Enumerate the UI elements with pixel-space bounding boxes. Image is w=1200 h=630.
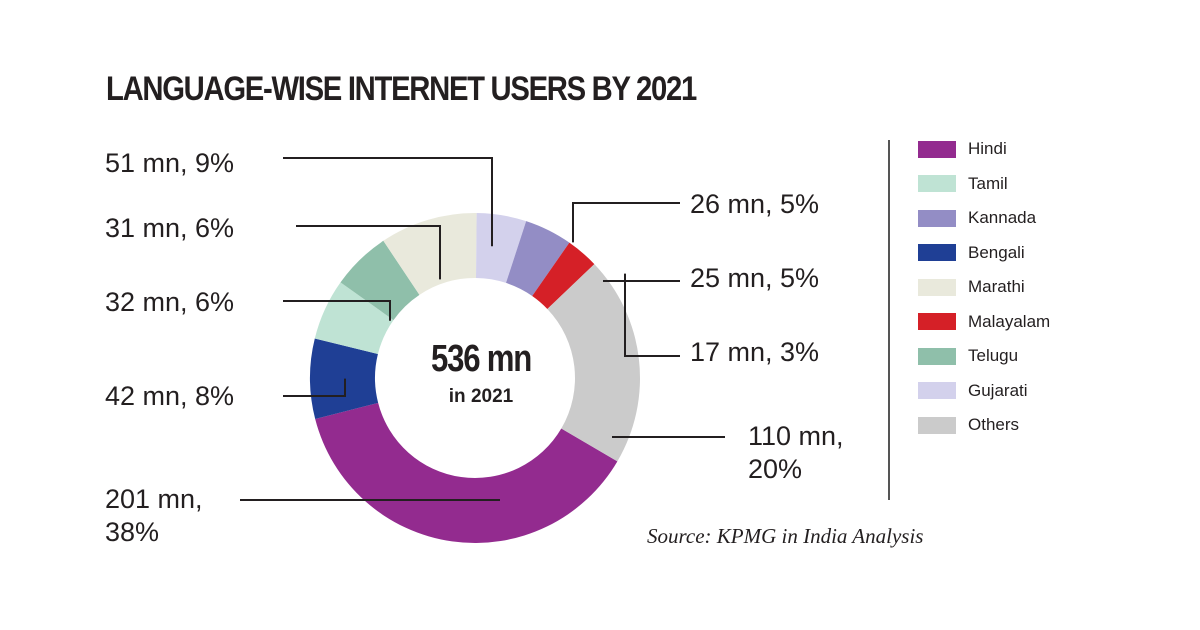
slice-hindi xyxy=(315,402,618,543)
legend-item-kannada: Kannada xyxy=(918,208,1036,228)
data-label-line: 38% xyxy=(105,517,160,547)
legend-item-hindi: Hindi xyxy=(918,139,1007,159)
data-label-line: 51 mn, 9% xyxy=(105,148,235,178)
data-label-line: 32 mn, 6% xyxy=(105,287,235,317)
legend-label: Telugu xyxy=(968,346,1019,365)
legend-label: Malayalam xyxy=(968,311,1051,331)
leader-line-malayalam xyxy=(624,273,680,357)
legend-item-tamil: Tamil xyxy=(918,174,1008,194)
legend-swatch xyxy=(918,175,956,192)
center-caption: in 2021 xyxy=(448,386,514,407)
legend-label: Bengali xyxy=(968,242,1025,262)
data-label-tamil: 32 mn, 6% xyxy=(105,286,234,319)
legend-item-others: Others xyxy=(918,415,1019,435)
data-label-others: 110 mn, 20% xyxy=(748,420,844,486)
slice-others xyxy=(547,264,640,462)
leader-line-marathi xyxy=(283,157,493,247)
legend-item-gujarati: Gujarati xyxy=(918,381,1028,401)
data-label-line: 26 mn, 5% xyxy=(690,189,820,219)
slice-telugu xyxy=(340,240,420,321)
legend-swatch xyxy=(918,382,956,399)
legend-item-bengali: Bengali xyxy=(918,243,1025,263)
source-note: Source: KPMG in India Analysis xyxy=(647,524,924,548)
leader-line-bengali xyxy=(283,378,346,397)
legend-label: Marathi xyxy=(968,277,1025,296)
data-label-marathi: 51 mn, 9% xyxy=(105,147,234,180)
legend-item-telugu: Telugu xyxy=(918,346,1018,366)
slice-kannada xyxy=(506,221,570,296)
legend-swatch xyxy=(918,416,956,434)
legend-swatch xyxy=(918,209,956,227)
data-label-malayalam: 17 mn, 3% xyxy=(690,336,819,369)
legend-label: Gujarati xyxy=(968,380,1028,400)
legend-swatch xyxy=(918,244,956,261)
legend-swatch xyxy=(918,140,956,158)
legend-label: Hindi xyxy=(968,139,1007,158)
data-label-line: 17 mn, 3% xyxy=(690,337,820,367)
data-label-line: 25 mn, 5% xyxy=(690,263,820,293)
legend-swatch xyxy=(918,347,956,365)
chart-title: LANGUAGE-WISE INTERNET USERS BY 2021 xyxy=(106,70,697,108)
legend-swatch xyxy=(918,278,956,296)
data-label-line: 201 mn, xyxy=(105,484,203,514)
data-label-line: 31 mn, 6% xyxy=(105,213,235,243)
data-label-kannada: 25 mn, 5% xyxy=(690,262,819,295)
data-label-bengali: 42 mn, 8% xyxy=(105,380,234,413)
leader-line-tamil xyxy=(283,300,391,321)
slice-malayalam xyxy=(532,242,595,309)
leader-line-telugu xyxy=(296,225,441,280)
slice-gujarati xyxy=(475,213,527,283)
legend-label: Others xyxy=(968,415,1020,434)
data-label-telugu: 31 mn, 6% xyxy=(105,212,234,245)
leader-line-gujarati xyxy=(572,202,680,243)
data-label-line: 110 mn, xyxy=(748,421,844,451)
data-label-line: 42 mn, 8% xyxy=(105,381,235,411)
legend-swatch xyxy=(918,313,956,330)
data-label-line: 20% xyxy=(748,454,803,484)
data-label-gujarati: 26 mn, 5% xyxy=(690,188,819,221)
legend-item-malayalam: Malayalam xyxy=(918,312,1050,332)
data-label-hindi: 201 mn, 38% xyxy=(105,483,203,549)
legend-label: Tamil xyxy=(968,173,1008,193)
slice-marathi xyxy=(383,213,477,295)
legend xyxy=(888,140,890,500)
legend-item-marathi: Marathi xyxy=(918,277,1025,297)
center-total-value: 536 mn xyxy=(430,338,532,380)
legend-label: Kannada xyxy=(968,208,1037,227)
